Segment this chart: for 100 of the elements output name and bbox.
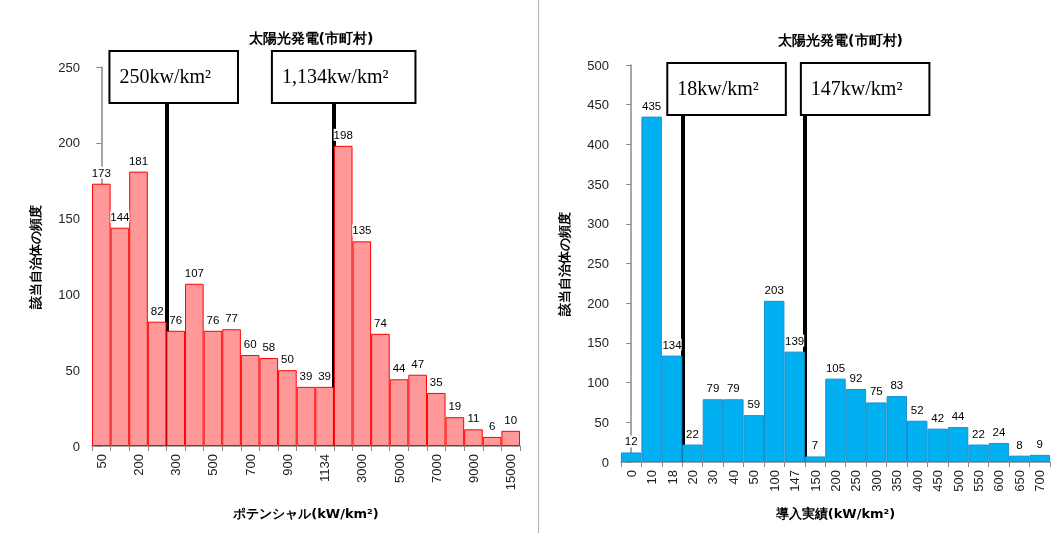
x-tick-label: 30 <box>705 470 721 485</box>
data-label: 139 <box>785 334 805 347</box>
data-label: 134 <box>662 338 683 351</box>
x-tick-label: 900 <box>279 454 295 476</box>
data-label: 44 <box>392 362 407 375</box>
x-tick-label: 500 <box>950 470 966 492</box>
data-label: 10 <box>504 413 518 426</box>
y-tick-label: 50 <box>65 362 80 378</box>
x-tick-label: 100 <box>766 470 782 492</box>
data-label: 82 <box>150 304 164 317</box>
x-tick-label: 50 <box>93 454 109 469</box>
x-axis-title: ポテンシャル(kW/km²) <box>232 506 379 521</box>
x-tick-label: 15000 <box>503 454 519 491</box>
data-label: 9 <box>1036 437 1043 450</box>
data-label: 12 <box>624 435 638 448</box>
x-tick-label: 700 <box>1032 470 1048 492</box>
y-tick-label: 400 <box>587 136 609 152</box>
x-tick-label: 400 <box>909 470 925 492</box>
x-tick-label: 650 <box>1011 470 1027 492</box>
data-label: 60 <box>243 338 257 351</box>
data-label: 173 <box>91 166 111 179</box>
data-label: 105 <box>825 361 846 374</box>
x-tick-label: 300 <box>868 470 884 492</box>
x-tick-label: 50 <box>746 470 762 485</box>
chart-title: 太陽光発電(市町村) <box>247 30 374 46</box>
data-label: 39 <box>318 369 332 382</box>
data-label: 8 <box>1016 438 1023 451</box>
x-tick-label: 450 <box>930 470 946 492</box>
y-tick-label: 450 <box>587 97 609 113</box>
data-label: 47 <box>411 357 425 370</box>
x-tick-label: 147 <box>787 470 803 492</box>
y-tick-label: 0 <box>72 438 80 454</box>
x-tick-label: 550 <box>971 470 986 492</box>
chart-title: 太陽光発電(市町村) <box>777 32 903 48</box>
x-tick-label: 200 <box>828 470 843 492</box>
y-tick-label: 200 <box>58 135 80 151</box>
data-label: 107 <box>184 266 204 279</box>
x-tick-label: 200 <box>131 454 147 476</box>
data-label: 58 <box>262 341 276 354</box>
data-label: 39 <box>299 369 313 382</box>
x-tick-label: 10 <box>644 470 660 485</box>
data-label: 59 <box>747 398 761 411</box>
data-label: 19 <box>448 400 462 413</box>
x-tick-label: 1134 <box>317 454 333 482</box>
x-tick-label: 9000 <box>465 454 481 483</box>
x-axis-title: 導入実績(kW/km²) <box>774 506 896 521</box>
y-tick-label: 350 <box>587 176 609 192</box>
x-tick-label: 5000 <box>391 454 407 483</box>
data-label: 75 <box>869 385 883 398</box>
data-label: 76 <box>169 313 183 326</box>
x-tick-label: 350 <box>889 470 905 492</box>
data-label: 198 <box>333 128 353 141</box>
data-label: 22 <box>686 427 699 440</box>
data-label: 42 <box>931 411 945 424</box>
data-label: 77 <box>225 312 238 325</box>
annotation: 1,134kw/km² <box>281 65 389 87</box>
data-label: 22 <box>972 427 985 440</box>
x-tick-label: 700 <box>242 454 258 476</box>
data-label: 135 <box>352 224 372 237</box>
data-label: 79 <box>706 382 720 395</box>
data-label: 44 <box>951 410 966 423</box>
y-tick-label: 500 <box>587 57 609 73</box>
x-tick-label: 40 <box>725 470 741 485</box>
y-tick-label: 150 <box>58 211 80 227</box>
data-label: 181 <box>128 154 149 167</box>
annotation: 18kw/km² <box>677 77 759 99</box>
y-tick-label: 250 <box>587 256 609 271</box>
data-label: 74 <box>374 316 388 329</box>
y-tick-label: 150 <box>587 335 609 351</box>
x-tick-label: 7000 <box>428 454 444 483</box>
data-label: 144 <box>110 210 131 223</box>
y-tick-label: 200 <box>587 295 609 311</box>
data-label: 35 <box>429 375 443 388</box>
x-tick-label: 600 <box>991 470 1007 492</box>
data-label: 435 <box>642 99 662 112</box>
x-tick-label: 18 <box>664 470 680 485</box>
y-axis-title: 該当自治体の頻度 <box>557 211 572 317</box>
x-tick-label: 150 <box>807 470 823 492</box>
data-label: 92 <box>849 371 863 384</box>
data-label: 11 <box>467 412 480 425</box>
data-label: 52 <box>910 403 924 416</box>
data-label: 79 <box>726 382 740 395</box>
x-tick-label: 0 <box>623 470 639 478</box>
annotation: 147kw/km² <box>810 77 903 99</box>
x-tick-label: 300 <box>168 454 184 476</box>
y-tick-label: 100 <box>587 375 609 391</box>
x-tick-label: 20 <box>685 470 700 485</box>
y-tick-label: 250 <box>58 59 80 75</box>
x-tick-label: 3000 <box>354 454 370 483</box>
data-label: 83 <box>890 379 904 392</box>
data-label: 203 <box>764 283 784 296</box>
y-axis-title: 該当自治体の頻度 <box>28 204 43 310</box>
annotation: 250kw/km² <box>119 65 211 87</box>
x-tick-label: 250 <box>848 470 864 492</box>
data-label: 50 <box>280 353 294 366</box>
y-tick-label: 50 <box>594 414 609 430</box>
y-tick-label: 300 <box>587 216 609 232</box>
data-label: 6 <box>488 419 496 432</box>
x-tick-label: 500 <box>205 454 221 476</box>
data-label: 76 <box>206 313 220 326</box>
